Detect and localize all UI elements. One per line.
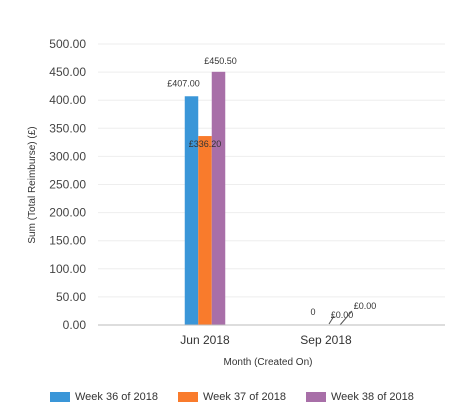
y-tick-label: 0.00: [63, 318, 87, 332]
data-label: 0: [310, 307, 315, 317]
x-tick-label: Sep 2018: [300, 333, 352, 347]
legend: Week 36 of 2018 Week 37 of 2018 Week 38 of…: [50, 391, 414, 403]
y-tick-label: 100.00: [49, 262, 86, 276]
y-tick-label: 500.00: [49, 37, 86, 51]
data-label: £450.50: [204, 56, 237, 66]
gridlines: [98, 43, 445, 298]
y-axis-ticks: 0.00 50.00 100.00 150.00 200.00 250.00 300.00 3…: [49, 37, 86, 332]
data-label: £336.20: [189, 139, 222, 149]
bar: [198, 136, 212, 325]
data-label-leader: [339, 310, 353, 326]
legend-swatch: [50, 392, 70, 402]
legend-swatch: [177, 392, 198, 402]
legend-label: Week 37 of 2018: [202, 391, 286, 403]
y-tick-label: 200.00: [49, 206, 86, 220]
bar: [211, 71, 226, 325]
data-label: £407.00: [167, 78, 200, 88]
data-labels: £407.00 £336.20 £450.50 0 £0.00£0.00: [167, 56, 377, 326]
y-tick-label: 250.00: [49, 178, 86, 192]
legend-label: Week 36 of 2018: [75, 391, 158, 403]
y-tick-label: 450.00: [49, 65, 86, 79]
y-tick-label: 300.00: [49, 149, 86, 163]
legend-swatch: [305, 392, 326, 402]
x-axis-title: Month (Created On): [224, 357, 313, 368]
y-tick-label: 400.00: [49, 93, 86, 107]
legend-item[interactable]: Week 38 of 2018: [305, 391, 414, 403]
data-label: £0.00: [331, 310, 354, 320]
x-axis-categories: Jun 2018 Sep 2018: [180, 333, 352, 347]
bar: [184, 96, 199, 326]
bars: [184, 71, 226, 326]
y-tick-label: 150.00: [49, 234, 86, 248]
data-label: £0.00: [354, 301, 377, 311]
y-axis-title: Sum (Total Reimburse) (£): [27, 126, 38, 243]
y-tick-label: 50.00: [56, 290, 86, 304]
y-tick-label: 350.00: [49, 121, 86, 135]
x-tick-label: Jun 2018: [180, 333, 230, 347]
data-label-leader: [328, 315, 335, 325]
legend-label: Week 38 of 2018: [330, 391, 414, 403]
legend-item[interactable]: Week 36 of 2018: [50, 391, 158, 403]
bar-chart: 0.00 50.00 100.00 150.00 200.00 250.00 300.00 3…: [27, 37, 445, 368]
legend-item[interactable]: Week 37 of 2018: [177, 391, 286, 403]
